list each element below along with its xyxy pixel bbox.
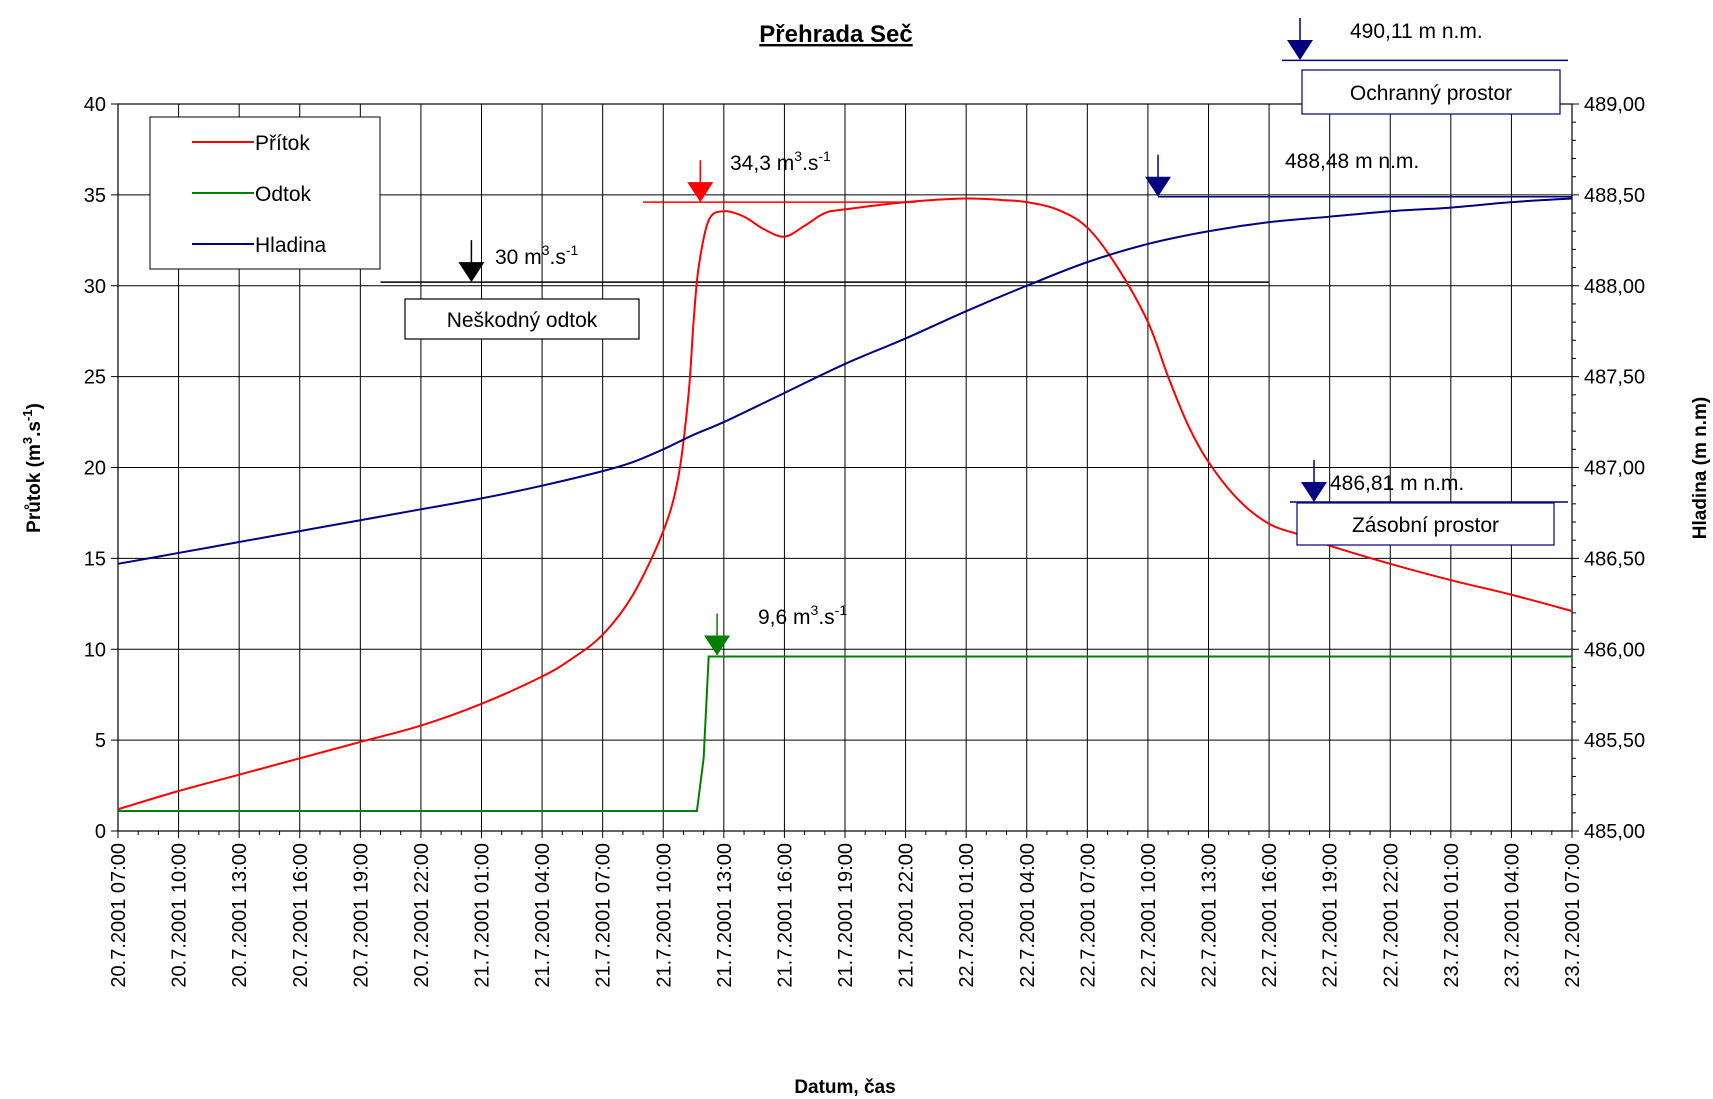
y-left-tick-label: 25	[84, 367, 106, 389]
y-left-tick-label: 0	[95, 821, 106, 843]
reference-label: 9,6 m3.s-1	[758, 602, 847, 629]
x-tick-label: 21.7.2001 04:00	[532, 843, 554, 988]
y-right-tick-label: 486,00	[1584, 639, 1645, 661]
y-right-tick-label: 487,00	[1584, 458, 1645, 480]
x-tick-label: 21.7.2001 13:00	[714, 843, 736, 988]
reference-arrow-head	[1145, 176, 1172, 197]
y-left-tick-label: 15	[84, 548, 106, 570]
box-ochranny-prostor-frame	[1301, 69, 1561, 115]
series-layer	[117, 197, 1573, 813]
y-left-tick-label: 10	[84, 639, 106, 661]
y-right-tick-label: 488,50	[1584, 185, 1645, 207]
reference-label: 490,11 m n.m.	[1350, 20, 1483, 43]
x-tick-label: 20.7.2001 16:00	[290, 843, 312, 988]
x-tick-label: 22.7.2001 04:00	[1017, 843, 1039, 988]
reference-arrow-head	[1301, 482, 1327, 503]
reference-markers: 30 m3.s-1 34,3 m3.s-1 9,6 m3.s-1 488,48 m n…	[380, 18, 1572, 656]
x-tick-label: 20.7.2001 19:00	[350, 843, 372, 988]
series-line-odtok	[118, 655, 1572, 813]
x-tick-label: 23.7.2001 07:00	[1562, 843, 1584, 988]
x-tick-label: 20.7.2001 07:00	[108, 843, 130, 988]
x-tick-label: 21.7.2001 19:00	[835, 843, 857, 988]
reference-arrow-head	[458, 262, 485, 283]
x-tick-label: 20.7.2001 22:00	[411, 843, 433, 988]
x-tick-label: 20.7.2001 13:00	[229, 843, 251, 988]
reference-arrow-head	[704, 635, 731, 656]
x-tick-label: 21.7.2001 22:00	[896, 843, 918, 988]
x-tick-label: 22.7.2001 10:00	[1138, 843, 1160, 988]
box-ochranny-prostor-text: Ochranný prostor	[1350, 82, 1512, 105]
x-tick-label: 22.7.2001 19:00	[1320, 843, 1342, 988]
reference-label: 30 m3.s-1	[495, 242, 578, 269]
box-neskodny-odtok-text: Neškodný odtok	[447, 309, 598, 332]
x-tick-label: 23.7.2001 04:00	[1501, 843, 1523, 988]
axis-ticks: 20.7.2001 07:00 20.7.2001 10:00 20.7.2001 …	[84, 94, 1645, 988]
legend-frame	[149, 116, 381, 270]
series-line-hladina	[117, 197, 1573, 565]
legend-label-přítok: Přítok	[255, 132, 310, 155]
x-tick-label: 20.7.2001 10:00	[169, 843, 191, 988]
x-tick-label: 21.7.2001 01:00	[472, 843, 494, 988]
y-right-tick-label: 485,50	[1584, 730, 1645, 752]
y-right-tick-label: 489,00	[1584, 94, 1645, 116]
box-neskodny-odtok-frame	[404, 298, 640, 340]
x-tick-label: 21.7.2001 07:00	[593, 843, 615, 988]
reference-arrow-head	[687, 182, 714, 203]
x-tick-label: 21.7.2001 10:00	[653, 843, 675, 988]
x-tick-label: 22.7.2001 13:00	[1199, 843, 1221, 988]
y-axis-right-title: Hladina (m n.m)	[1690, 397, 1711, 540]
reference-label: 488,48 m n.m.	[1285, 150, 1419, 173]
x-axis-title: Datum, čas	[794, 1077, 895, 1098]
annotation-boxes: Ochranný prostor Neškodný odtok Zásobní pr…	[404, 69, 1561, 546]
x-tick-label: 22.7.2001 22:00	[1380, 843, 1402, 988]
y-left-tick-label: 35	[84, 185, 106, 207]
y-left-tick-label: 20	[84, 458, 106, 480]
y-left-tick-label: 30	[84, 276, 106, 298]
y-right-tick-label: 487,50	[1584, 367, 1645, 389]
y-right-tick-label: 485,00	[1584, 821, 1645, 843]
series-line-přítok	[117, 197, 1573, 811]
box-zasobni-prostor-frame	[1296, 502, 1555, 546]
legend-label-hladina: Hladina	[255, 234, 327, 257]
x-tick-label: 21.7.2001 16:00	[774, 843, 796, 988]
legend-label-odtok: Odtok	[255, 183, 312, 206]
chart-legend: Přítok Odtok Hladina	[149, 116, 381, 270]
x-tick-label: 22.7.2001 01:00	[956, 843, 978, 988]
box-zasobni-prostor-text: Zásobní prostor	[1352, 514, 1499, 537]
y-axis-left-title: Průtok (m3.s-1)	[20, 403, 45, 533]
x-tick-label: 22.7.2001 07:00	[1077, 843, 1099, 988]
y-right-tick-label: 488,00	[1584, 276, 1645, 298]
x-tick-label: 23.7.2001 01:00	[1441, 843, 1463, 988]
x-tick-label: 22.7.2001 16:00	[1259, 843, 1281, 988]
reference-arrow-head	[1287, 40, 1313, 60]
reference-label: 34,3 m3.s-1	[730, 148, 831, 175]
y-left-tick-label: 5	[95, 730, 106, 752]
reference-label: 486,81 m n.m.	[1330, 472, 1464, 495]
chart-title: Přehrada Seč	[759, 21, 912, 48]
y-left-tick-label: 40	[84, 94, 106, 116]
y-right-tick-label: 486,50	[1584, 548, 1645, 570]
